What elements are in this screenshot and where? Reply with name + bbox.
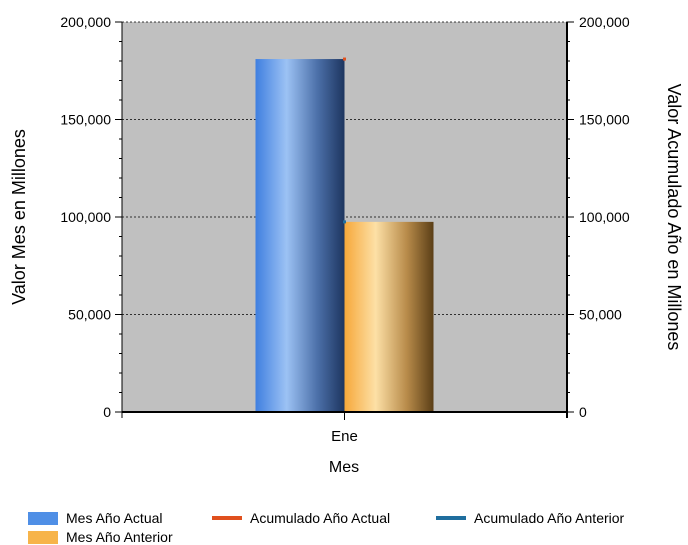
chart-svg: 0 0 50,000 50,000 100,000 100,000 150,000 150,0… (9, 14, 684, 476)
legend-swatch-acumulado-ano-anterior (436, 516, 466, 520)
legend-item-mes-ano-actual: Mes Año Actual (28, 510, 163, 526)
y2-tick-label: 100,000 (579, 209, 630, 225)
legend-swatch-mes-ano-anterior (28, 530, 58, 544)
y2-tick-label: 200,000 (579, 14, 630, 30)
line-point-acumulado-a-o-actual (343, 57, 346, 61)
legend-item-acumulado-ano-actual: Acumulado Año Actual (212, 510, 390, 526)
x-tick-label: Ene (331, 428, 358, 445)
y-tick-label: 50,000 (68, 307, 111, 323)
x-axis-title: Mes (329, 459, 359, 476)
bar-mes-a-o-anterior (344, 221, 434, 412)
legend-item-acumulado-ano-anterior: Acumulado Año Anterior (436, 510, 624, 526)
y2-tick-label: 150,000 (579, 112, 630, 128)
legend-label: Acumulado Año Anterior (474, 510, 625, 526)
legend-label: Acumulado Año Actual (250, 510, 391, 526)
line-point-acumulado-a-o-anterior (343, 220, 346, 224)
y2-axis-title: Valor Acumulado Año en Millones (664, 84, 684, 351)
y-tick-label: 0 (103, 404, 111, 420)
legend-item-mes-ano-anterior: Mes Año Anterior (28, 529, 173, 545)
legend-swatch-acumulado-ano-actual (212, 516, 242, 520)
y-tick-label: 150,000 (60, 112, 111, 128)
y2-tick-label: 50,000 (579, 307, 622, 323)
bar-mes-a-o-actual (255, 59, 345, 413)
y-tick-label: 200,000 (60, 14, 111, 30)
legend-label: Mes Año Actual (66, 510, 163, 526)
legend: Mes Año Actual Acumulado Año Actual Acum… (0, 506, 688, 545)
y-tick-label: 100,000 (60, 209, 111, 225)
legend-label: Mes Año Anterior (66, 529, 173, 545)
y2-tick-label: 0 (579, 404, 587, 420)
y-axis-title: Valor Mes en Millones (9, 129, 29, 305)
legend-swatch-mes-ano-actual (28, 511, 58, 525)
